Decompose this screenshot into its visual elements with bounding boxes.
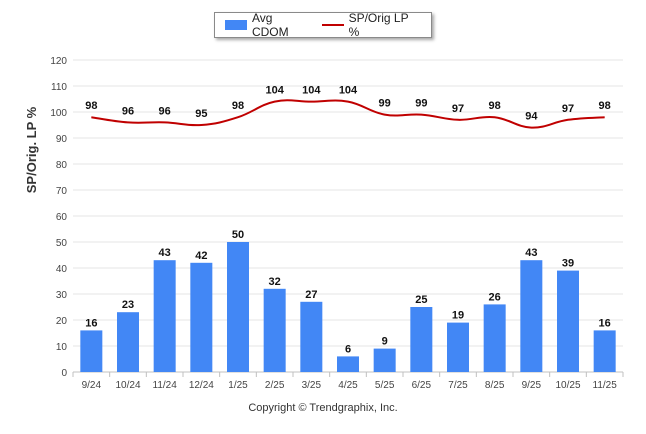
line-data-label: 104 [302,85,321,97]
line-data-label: 94 [525,111,538,123]
line-data-label: 95 [195,108,207,120]
line-data-label: 98 [85,100,97,112]
bar-avg-cdom [263,288,286,372]
bar-avg-cdom [227,242,249,372]
bar-avg-cdom [117,312,139,372]
line-data-label: 96 [122,105,134,117]
legend-label-avg-cdom: Avg CDOM [251,11,289,39]
bar-avg-cdom [373,348,396,372]
bar-data-label: 50 [232,229,244,241]
x-tick-label: 11/24 [153,380,178,391]
x-tick-label: 12/24 [189,380,214,391]
bar-data-label: 19 [452,310,464,322]
x-tick-label: 2/25 [265,380,285,391]
bar-avg-cdom [447,322,469,372]
line-sp-orig-lp [91,99,605,129]
x-tick-label: 9/24 [82,380,102,391]
y-tick-label: 50 [56,238,68,249]
line-data-label: 98 [232,100,244,112]
x-tick-label: 10/25 [555,380,580,391]
bar-avg-cdom [153,260,176,372]
legend-swatch-bar-icon [225,20,247,30]
line-data-label: 96 [159,105,171,117]
bar-data-label: 42 [195,250,207,262]
y-tick-label: 90 [56,134,68,145]
bar-avg-cdom [300,301,323,372]
line-data-label: 99 [415,98,427,110]
line-data-label: 104 [265,85,284,97]
chart-legend: Avg CDOM SP/Orig LP % [214,11,432,39]
line-data-label: 97 [452,103,464,115]
legend-item-avg-cdom[interactable]: Avg CDOM [225,11,310,39]
bar-data-label: 9 [382,336,388,348]
bar-avg-cdom [337,356,359,372]
x-tick-label: 6/25 [412,380,432,391]
y-tick-label: 20 [56,316,68,327]
y-tick-label: 10 [56,342,68,353]
y-tick-label: 30 [56,290,68,301]
y-tick-label: 110 [51,82,67,93]
bar-avg-cdom [557,270,579,372]
bar-data-label: 16 [85,317,97,329]
bar-data-label: 26 [489,291,501,303]
bar-data-label: 27 [305,289,317,301]
copyright-footer: Copyright © Trendgraphix, Inc. [248,402,398,414]
line-data-label: 97 [562,103,574,115]
bar-avg-cdom [80,330,103,372]
legend-label-sp-orig-lp: SP/Orig LP % [348,11,409,39]
bar-data-label: 16 [599,317,611,329]
bar-avg-cdom [520,260,543,372]
bar-avg-cdom [410,307,433,372]
x-tick-label: 1/25 [228,380,248,391]
x-tick-label: 3/25 [302,380,322,391]
line-data-label: 98 [489,100,501,112]
line-data-label: 99 [379,98,391,110]
bar-data-label: 23 [122,299,134,311]
bar-data-label: 39 [562,258,574,270]
y-tick-label: 60 [56,212,68,223]
y-tick-label: 120 [50,56,67,67]
bar-data-label: 43 [159,247,171,259]
y-tick-label: 40 [56,264,68,275]
x-tick-label: 4/25 [338,380,358,391]
x-tick-label: 5/25 [375,380,395,391]
x-tick-label: 10/24 [115,380,140,391]
x-tick-label: 7/25 [448,380,468,391]
line-data-label: 104 [339,85,358,97]
legend-swatch-line-icon [321,24,344,26]
bar-data-label: 43 [525,247,537,259]
bar-data-label: 32 [269,276,281,288]
legend-item-sp-orig-lp[interactable]: SP/Orig LP % [321,11,419,39]
bar-data-label: 6 [345,343,351,355]
bar-avg-cdom [483,304,506,372]
line-data-label: 98 [599,100,611,112]
y-tick-label: 80 [56,160,68,171]
x-tick-label: 8/25 [485,380,505,391]
y-tick-label: 0 [61,368,67,379]
y-axis-title: SP/Orig. LP % [24,106,39,194]
y-tick-label: 100 [50,108,67,119]
x-tick-label: 9/25 [522,380,542,391]
y-tick-label: 70 [56,186,68,197]
bar-data-label: 25 [415,294,427,306]
bar-avg-cdom [593,330,616,372]
x-tick-label: 11/25 [593,380,618,391]
bar-avg-cdom [190,262,213,372]
